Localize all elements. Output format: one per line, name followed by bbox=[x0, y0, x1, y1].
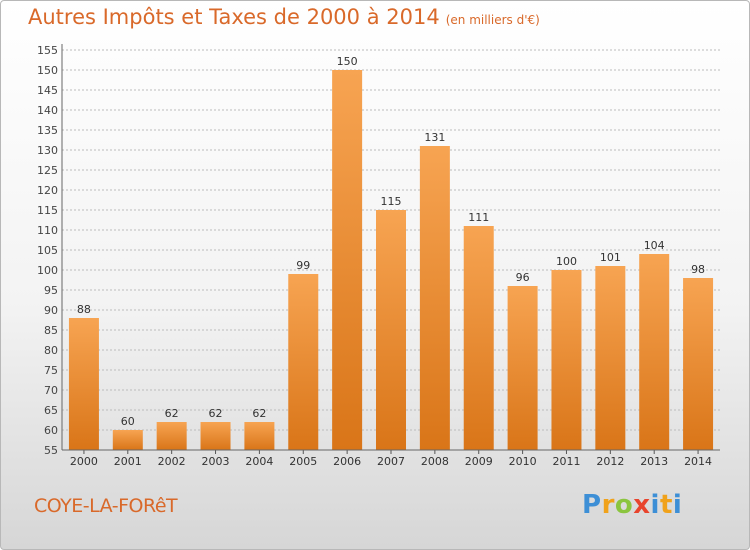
x-tick-label: 2004 bbox=[245, 455, 273, 468]
logo-letter: o bbox=[614, 490, 634, 520]
y-tick-label: 155 bbox=[37, 44, 58, 57]
x-tick-label: 2001 bbox=[114, 455, 142, 468]
bar bbox=[332, 70, 363, 450]
bar bbox=[156, 422, 187, 450]
logo-letter: i bbox=[650, 490, 660, 520]
y-tick-label: 105 bbox=[37, 244, 58, 257]
x-tick-label: 2012 bbox=[596, 455, 624, 468]
bar bbox=[507, 286, 538, 450]
y-tick-label: 110 bbox=[37, 224, 58, 237]
proxiti-logo[interactable]: Proxiti bbox=[582, 490, 682, 520]
y-tick-label: 75 bbox=[44, 364, 58, 377]
y-tick-label: 150 bbox=[37, 64, 58, 77]
chart-title: Autres Impôts et Taxes de 2000 à 2014 (en… bbox=[28, 5, 540, 29]
bar bbox=[200, 422, 231, 450]
y-tick-label: 55 bbox=[44, 444, 58, 457]
bar bbox=[551, 270, 582, 450]
logo-letter: x bbox=[633, 490, 651, 520]
y-tick-label: 70 bbox=[44, 384, 58, 397]
x-tick-label: 2003 bbox=[202, 455, 230, 468]
logo-letter: r bbox=[601, 490, 615, 520]
y-tick-label: 90 bbox=[44, 304, 58, 317]
logo-letter: i bbox=[672, 490, 683, 520]
bar-value-label: 62 bbox=[165, 407, 179, 420]
title-main: Autres Impôts et Taxes de 2000 à 2014 bbox=[28, 5, 440, 29]
bar bbox=[419, 146, 450, 450]
y-tick-label: 140 bbox=[37, 104, 58, 117]
x-tick-label: 2008 bbox=[421, 455, 449, 468]
x-tick-label: 2011 bbox=[552, 455, 580, 468]
bar-value-label: 101 bbox=[600, 251, 621, 264]
logo-letter: P bbox=[582, 490, 602, 520]
x-tick-label: 2009 bbox=[465, 455, 493, 468]
logo-letter: t bbox=[659, 490, 673, 520]
bar-value-label: 88 bbox=[77, 303, 91, 316]
bar bbox=[376, 210, 406, 450]
x-tick-label: 2006 bbox=[333, 455, 361, 468]
x-tick-label: 2007 bbox=[377, 455, 405, 468]
bar bbox=[244, 422, 275, 450]
y-tick-label: 85 bbox=[44, 324, 58, 337]
bar-value-label: 98 bbox=[691, 263, 705, 276]
y-tick-label: 120 bbox=[37, 184, 58, 197]
x-tick-label: 2014 bbox=[684, 455, 712, 468]
y-tick-label: 130 bbox=[37, 144, 58, 157]
y-tick-label: 115 bbox=[37, 204, 58, 217]
bar-value-label: 111 bbox=[468, 211, 489, 224]
bar bbox=[68, 318, 99, 450]
bar-value-label: 99 bbox=[296, 259, 310, 272]
bar bbox=[595, 266, 626, 450]
bar-value-label: 131 bbox=[424, 131, 445, 144]
title-unit: (en milliers d'€) bbox=[445, 13, 540, 27]
bar-value-label: 115 bbox=[381, 195, 402, 208]
y-tick-label: 135 bbox=[37, 124, 58, 137]
bar-value-label: 60 bbox=[121, 415, 135, 428]
x-tick-label: 2002 bbox=[158, 455, 186, 468]
bars: 88 60 62 62 62 99 150 115 131 111 96 100 101 104 98 bbox=[68, 55, 714, 450]
bar bbox=[683, 278, 714, 450]
y-tick-label: 100 bbox=[37, 264, 58, 277]
bar bbox=[463, 226, 494, 450]
bar-value-label: 100 bbox=[556, 255, 577, 268]
y-tick-label: 80 bbox=[44, 344, 58, 357]
x-tick-label: 2010 bbox=[509, 455, 537, 468]
y-tick-label: 60 bbox=[44, 424, 58, 437]
x-tick-label: 2005 bbox=[289, 455, 317, 468]
bar-value-label: 62 bbox=[209, 407, 223, 420]
bar bbox=[288, 274, 319, 450]
y-tick-label: 145 bbox=[37, 84, 58, 97]
bar-value-label: 96 bbox=[516, 271, 530, 284]
y-tick-label: 125 bbox=[37, 164, 58, 177]
x-tick-label: 2000 bbox=[70, 455, 98, 468]
bar-value-label: 62 bbox=[252, 407, 266, 420]
axes: 55 60 65 70 75 80 85 90 95 100 105 110 115 120 125 130 1… bbox=[37, 44, 720, 468]
bar bbox=[639, 254, 670, 450]
x-tick-label: 2013 bbox=[640, 455, 668, 468]
y-tick-label: 95 bbox=[44, 284, 58, 297]
bar-value-label: 104 bbox=[644, 239, 665, 252]
bar bbox=[112, 430, 143, 450]
bar-value-label: 150 bbox=[337, 55, 358, 68]
commune-name: COYE-LA-FORêT bbox=[34, 495, 178, 517]
y-tick-label: 65 bbox=[44, 404, 58, 417]
